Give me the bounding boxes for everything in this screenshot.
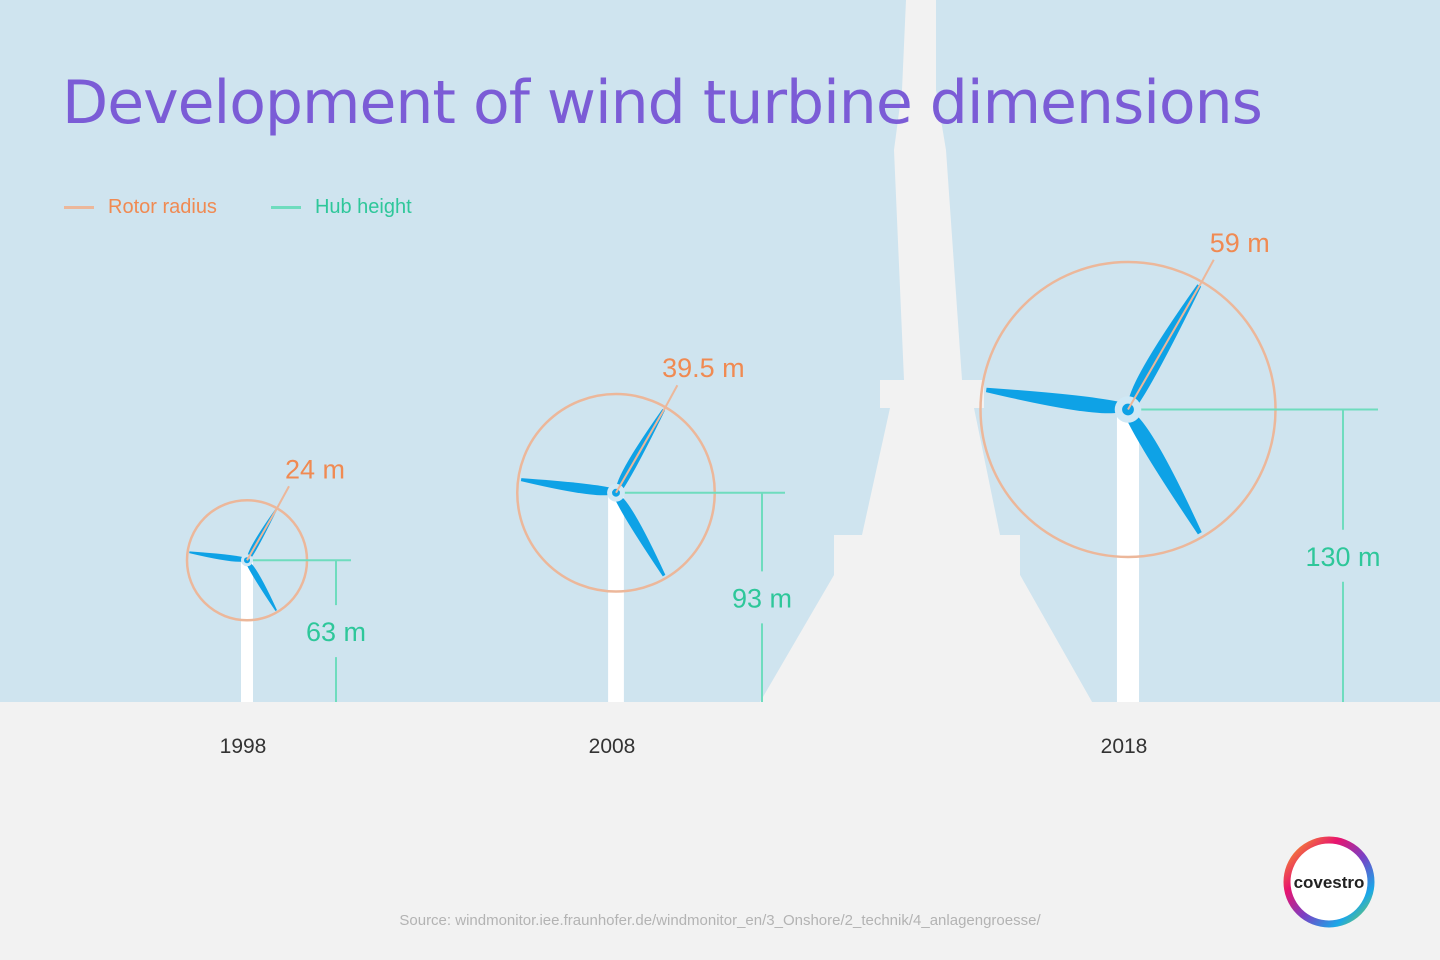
tower-legs (760, 575, 1092, 702)
rotor-radius-line (1127, 281, 1203, 411)
turbine-mast (608, 492, 624, 702)
tower-upper-platform (880, 380, 984, 408)
rotor-radius-label: 59 m (1210, 228, 1270, 258)
logo-wordmark: covestro (1294, 873, 1365, 892)
turbine-2008: 39.5 m 93 m 2008 (516, 353, 792, 758)
turbine-2018: 59 m 130 m 2018 (979, 228, 1381, 758)
legend-item-hub-height: Hub height (270, 196, 412, 219)
source-note: Source: windmonitor.iee.fraunhofer.de/wi… (399, 912, 1041, 929)
turbine-blade (189, 551, 244, 562)
rotor-radius-label: 39.5 m (662, 353, 745, 383)
blade-shape (246, 562, 277, 612)
ground (0, 702, 1440, 960)
rotor-radius-label: 24 m (285, 454, 345, 484)
legend-swatch-hub (270, 206, 301, 209)
hub-height-label: 63 m (306, 617, 366, 647)
legend-label-hub: Hub height (314, 196, 412, 218)
blade-shape (520, 478, 611, 496)
turbine-1998: 24 m 63 m 1998 (185, 454, 366, 758)
rotor-radius-line (615, 406, 667, 494)
blade-shape (1126, 414, 1202, 535)
turbine-blade (985, 387, 1121, 414)
hub-height-label: 130 m (1305, 542, 1380, 572)
page-title: Development of wind turbine dimensions (62, 68, 1263, 138)
blade-shape (985, 387, 1121, 414)
year-label: 2018 (1101, 735, 1148, 758)
eiffel-tower-silhouette (760, 0, 1092, 702)
sky-background (0, 0, 1440, 702)
hub-height-label: 93 m (732, 583, 792, 613)
blade-shape (615, 496, 666, 577)
blade-shape (189, 551, 244, 562)
tower-top-section (894, 0, 962, 380)
turbine-blade (1126, 414, 1202, 535)
legend-label-rotor: Rotor radius (108, 196, 217, 218)
rotor-radius-line (246, 507, 278, 561)
legend-swatch-rotor (64, 206, 94, 209)
covestro-logo: covestro (1283, 836, 1375, 928)
turbine-blade (615, 496, 666, 577)
rotor-label-leader (276, 485, 290, 509)
tower-lower-platform (834, 535, 1020, 575)
legend-item-rotor-radius: Rotor radius (64, 196, 217, 219)
rotor-label-leader (664, 384, 679, 408)
tower-middle-section (862, 408, 1000, 535)
year-label: 2008 (589, 735, 636, 758)
rotor-label-leader (1200, 259, 1215, 283)
turbine-blade (520, 478, 611, 496)
year-label: 1998 (220, 735, 267, 758)
legend: Rotor radius Hub height (64, 196, 412, 219)
turbine-blade (246, 562, 277, 612)
turbine-mast (241, 560, 253, 702)
